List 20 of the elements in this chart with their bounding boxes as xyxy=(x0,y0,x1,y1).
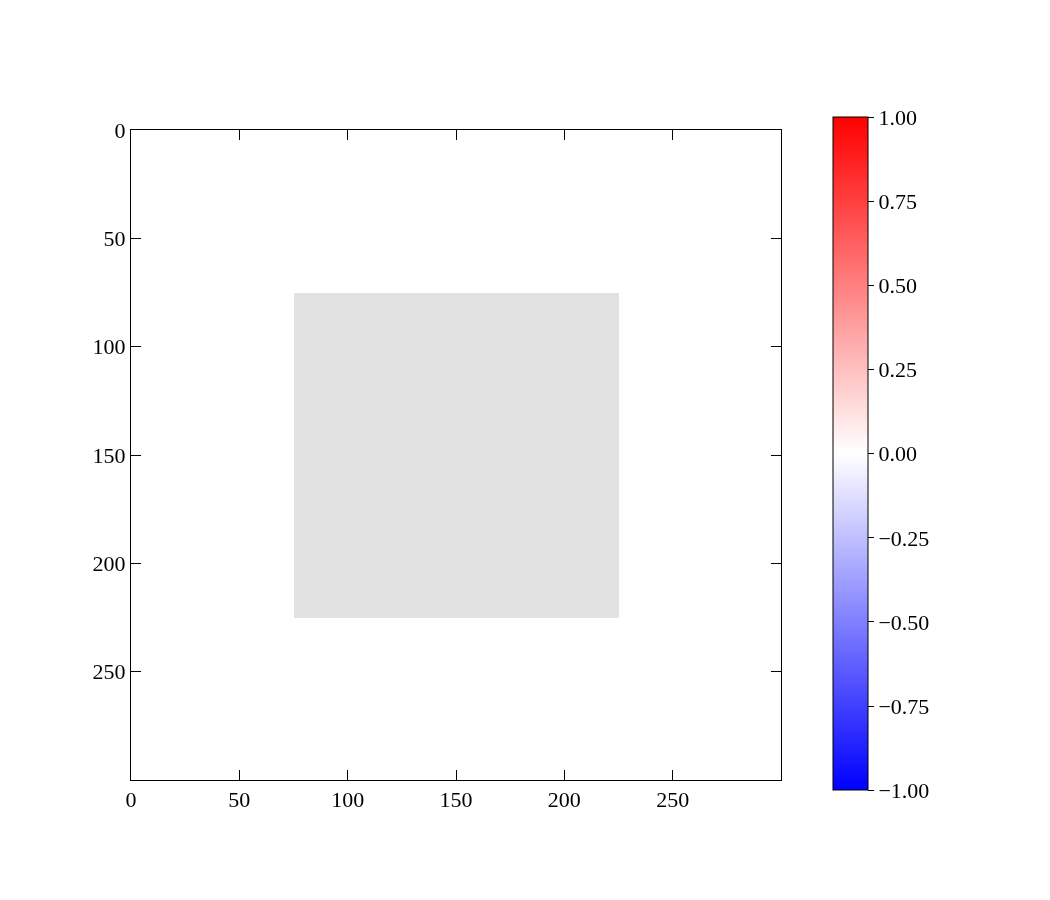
x-tick-label: 200 xyxy=(547,787,581,813)
color-bar-label: 0.25 xyxy=(878,357,917,383)
x-tick-label: 150 xyxy=(439,787,473,813)
y-tick-label: 0 xyxy=(114,117,126,143)
x-tick-label: 250 xyxy=(656,787,690,813)
y-tick-label: 250 xyxy=(92,659,126,685)
y-tick-label: 150 xyxy=(92,442,126,468)
color-bar-label: 0.00 xyxy=(878,441,917,467)
color-bar-label: −0.25 xyxy=(878,525,930,551)
x-tick-label: 50 xyxy=(228,787,251,813)
y-tick-label: 100 xyxy=(92,334,126,360)
color-bar-label: 0.75 xyxy=(878,189,917,215)
color-bar-label: 1.00 xyxy=(878,104,917,130)
color-bar-label: −0.75 xyxy=(878,693,930,719)
x-tick-label: 100 xyxy=(331,787,365,813)
y-tick-label: 200 xyxy=(92,551,126,577)
color-bar-label: −1.00 xyxy=(878,777,930,803)
color-bar-label: 0.50 xyxy=(878,273,917,299)
color-bar-label: −0.50 xyxy=(878,609,930,635)
y-tick-label: 50 xyxy=(103,226,126,252)
